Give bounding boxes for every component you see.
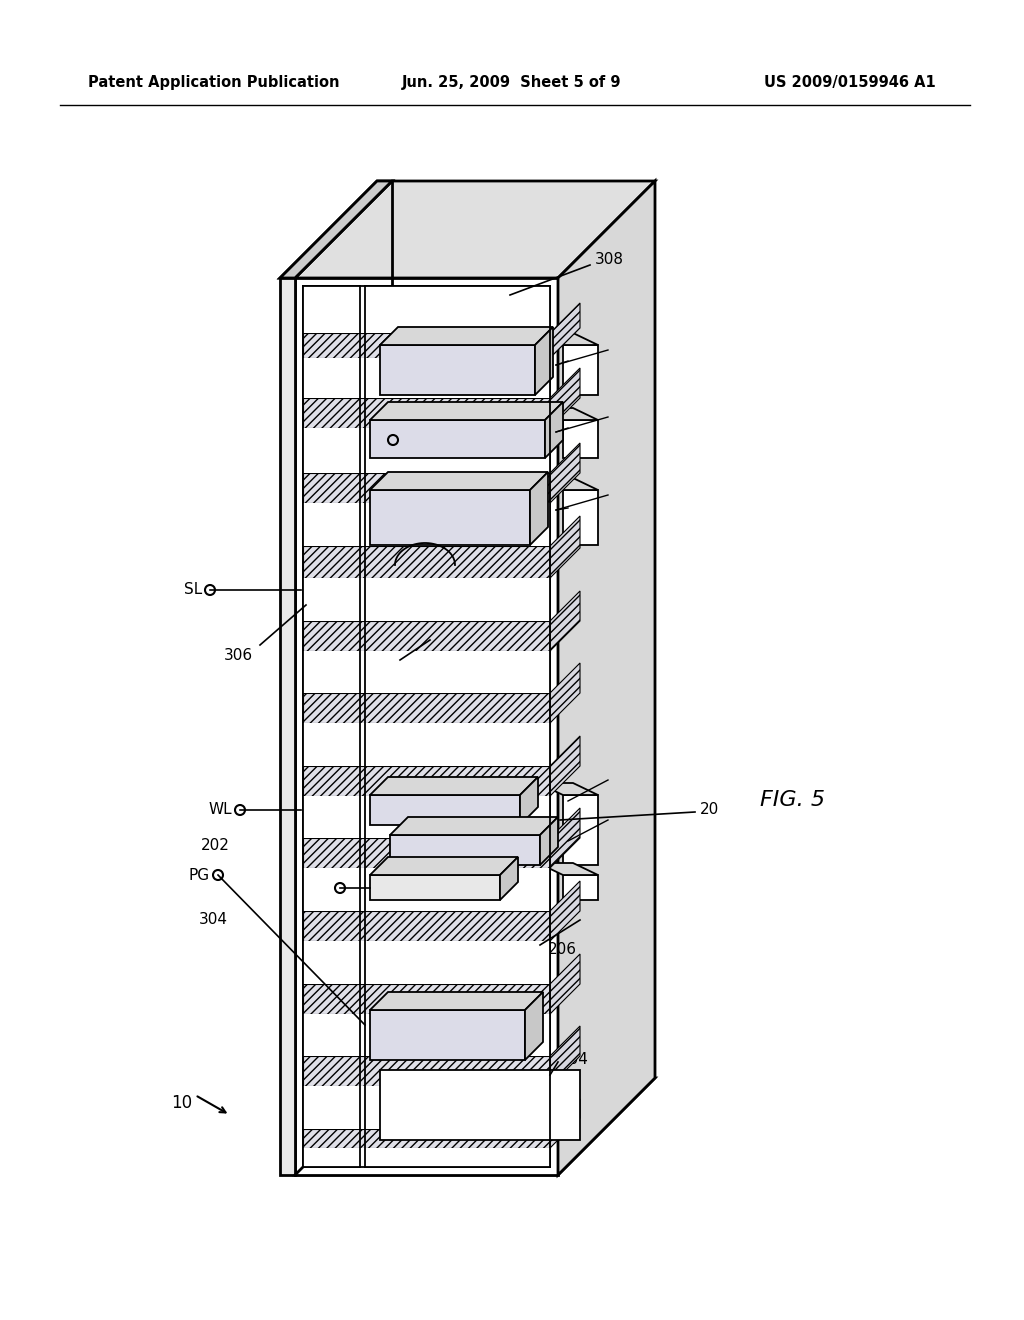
Polygon shape — [538, 333, 598, 345]
Text: EG: EG — [403, 428, 423, 442]
Text: 308: 308 — [595, 252, 624, 268]
Text: FIG. 5: FIG. 5 — [760, 789, 825, 810]
Polygon shape — [538, 478, 598, 490]
Polygon shape — [370, 993, 543, 1010]
Polygon shape — [303, 358, 550, 399]
Polygon shape — [550, 444, 580, 503]
Polygon shape — [303, 723, 550, 766]
Polygon shape — [370, 1010, 525, 1060]
Polygon shape — [520, 777, 538, 825]
Polygon shape — [525, 993, 543, 1060]
Polygon shape — [535, 327, 553, 395]
Text: 204: 204 — [560, 1052, 589, 1068]
Polygon shape — [370, 857, 518, 875]
Polygon shape — [380, 1071, 580, 1140]
Polygon shape — [280, 181, 392, 279]
Polygon shape — [550, 808, 580, 869]
Text: Jun. 25, 2009  Sheet 5 of 9: Jun. 25, 2009 Sheet 5 of 9 — [402, 75, 622, 91]
Polygon shape — [303, 869, 550, 911]
Polygon shape — [303, 1086, 550, 1129]
Polygon shape — [550, 663, 580, 723]
Polygon shape — [303, 428, 550, 473]
Polygon shape — [303, 1056, 550, 1086]
Text: 206: 206 — [548, 942, 577, 957]
Polygon shape — [545, 403, 563, 458]
Polygon shape — [550, 304, 580, 358]
Polygon shape — [563, 490, 598, 545]
Text: 202: 202 — [201, 837, 230, 853]
Text: US 2009/0159946 A1: US 2009/0159946 A1 — [764, 75, 936, 91]
Polygon shape — [550, 737, 580, 796]
Polygon shape — [303, 620, 550, 651]
Polygon shape — [550, 368, 580, 428]
Polygon shape — [365, 286, 550, 1167]
Polygon shape — [303, 693, 550, 723]
Polygon shape — [390, 817, 558, 836]
Text: 208: 208 — [364, 660, 392, 676]
Text: Patent Application Publication: Patent Application Publication — [88, 75, 340, 91]
Polygon shape — [563, 795, 598, 865]
Polygon shape — [303, 546, 550, 578]
Polygon shape — [558, 181, 655, 1175]
Polygon shape — [390, 836, 540, 865]
Polygon shape — [303, 286, 550, 333]
Polygon shape — [280, 279, 295, 1175]
Polygon shape — [303, 983, 550, 1014]
Polygon shape — [550, 1100, 580, 1148]
Polygon shape — [303, 651, 550, 693]
Polygon shape — [538, 408, 598, 420]
Polygon shape — [370, 777, 538, 795]
Polygon shape — [563, 875, 598, 900]
Polygon shape — [295, 1078, 655, 1175]
Text: FG2: FG2 — [395, 363, 423, 378]
Polygon shape — [563, 420, 598, 458]
Polygon shape — [550, 880, 580, 941]
Text: 10: 10 — [171, 1094, 193, 1111]
Polygon shape — [538, 863, 598, 875]
Polygon shape — [370, 490, 530, 545]
Text: 304: 304 — [199, 912, 228, 928]
Polygon shape — [500, 857, 518, 900]
Polygon shape — [303, 838, 550, 869]
Text: WL: WL — [208, 803, 232, 817]
Polygon shape — [303, 399, 550, 428]
Polygon shape — [563, 345, 598, 395]
Polygon shape — [303, 286, 360, 1167]
Text: PG: PG — [188, 867, 210, 883]
Text: FG1: FG1 — [395, 508, 423, 521]
Polygon shape — [303, 333, 550, 358]
Text: BL: BL — [313, 880, 332, 895]
Polygon shape — [303, 766, 550, 796]
Polygon shape — [303, 578, 550, 620]
Polygon shape — [550, 516, 580, 578]
Polygon shape — [370, 795, 520, 825]
Polygon shape — [370, 875, 500, 900]
Polygon shape — [303, 911, 550, 941]
Polygon shape — [370, 473, 548, 490]
Text: 20: 20 — [700, 803, 719, 817]
Polygon shape — [303, 1129, 550, 1148]
Polygon shape — [303, 473, 550, 503]
Polygon shape — [280, 181, 392, 279]
Polygon shape — [303, 941, 550, 983]
Polygon shape — [530, 473, 548, 545]
Polygon shape — [295, 181, 655, 279]
Polygon shape — [303, 1148, 550, 1167]
Text: SL: SL — [183, 582, 202, 598]
Polygon shape — [540, 817, 558, 865]
Polygon shape — [550, 591, 580, 651]
Polygon shape — [538, 783, 598, 795]
Polygon shape — [380, 345, 535, 395]
Polygon shape — [303, 796, 550, 838]
Polygon shape — [303, 1014, 550, 1056]
Text: 306: 306 — [224, 648, 253, 663]
Polygon shape — [380, 327, 553, 345]
Polygon shape — [550, 954, 580, 1014]
Polygon shape — [550, 1026, 580, 1086]
Polygon shape — [370, 420, 545, 458]
Polygon shape — [303, 503, 550, 546]
Polygon shape — [370, 403, 563, 420]
Polygon shape — [295, 279, 558, 1175]
